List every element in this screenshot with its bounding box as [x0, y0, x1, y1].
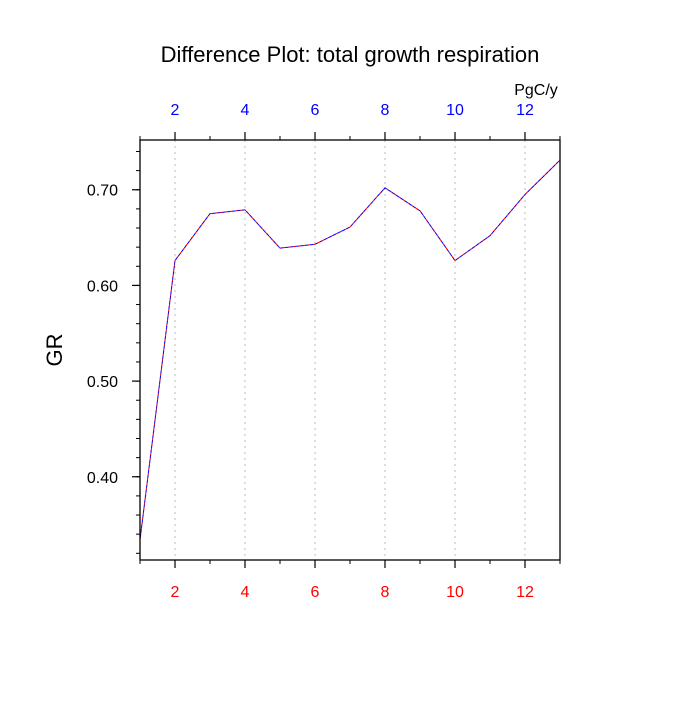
x-tick-label-bottom: 10: [446, 584, 464, 601]
y-axis-label: GR: [42, 334, 67, 367]
difference-line-2: [139, 159, 561, 540]
series-layer: [139, 159, 561, 540]
x-tick-label-top: 10: [446, 102, 464, 119]
x-tick-label-bottom: 6: [311, 584, 320, 601]
x-tick-label-top: 4: [241, 102, 250, 119]
y-tick-label: 0.50: [87, 374, 118, 391]
x-tick-label-bottom: 2: [171, 584, 180, 601]
y-tick-label: 0.70: [87, 183, 118, 200]
grid-layer: [174, 140, 526, 560]
x-tick-label-top: 2: [171, 102, 180, 119]
ticks-layer: [132, 132, 561, 568]
x-tick-label-bottom: 12: [516, 584, 534, 601]
plot-frame: [139, 139, 561, 561]
x-tick-label-bottom: 4: [241, 584, 250, 601]
y-tick-label: 0.60: [87, 278, 118, 295]
x-tick-label-top: 12: [516, 102, 534, 119]
y-tick-label: 0.40: [87, 470, 118, 487]
x-tick-label-top: 8: [381, 102, 390, 119]
top-axis-unit-label: PgC/y: [514, 82, 558, 99]
x-tick-label-bottom: 8: [381, 584, 390, 601]
chart-title: Difference Plot: total growth respiratio…: [161, 42, 540, 67]
tick-labels-layer: 2 2 4 4 6 6 8 8 10 10 12 12 0.40 0.50 0.60 0.70: [87, 102, 534, 601]
difference-line-1: [139, 159, 561, 540]
x-tick-label-top: 6: [311, 102, 320, 119]
